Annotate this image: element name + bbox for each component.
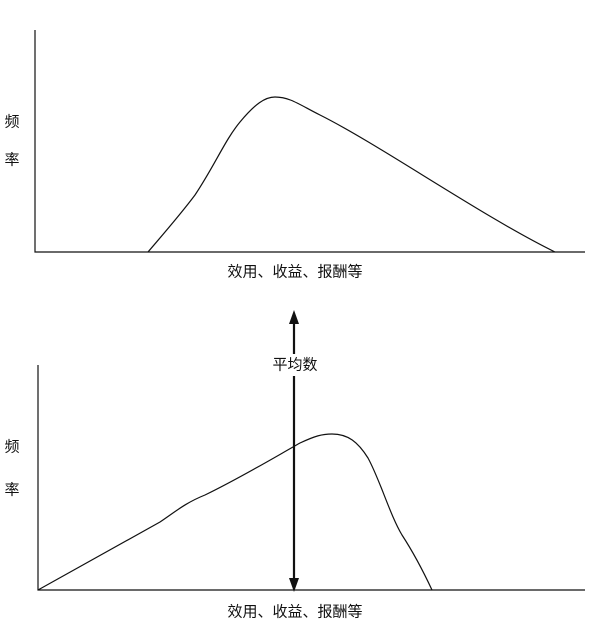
mean-label: 平均数 [272, 356, 317, 374]
top-y-label: 频 [4, 113, 19, 131]
arrow-head [289, 310, 299, 324]
top-curve [147, 96, 556, 253]
arrow-head [289, 578, 299, 592]
top-y-label: 率 [4, 151, 19, 169]
bottom-axes [37, 365, 585, 591]
bottom-y-label: 率 [4, 481, 19, 499]
bottom-curve [37, 433, 433, 591]
bottom-x-label: 效用、收益、报酬等 [227, 603, 362, 621]
bottom-y-label: 频 [4, 438, 19, 456]
top-axes [34, 30, 585, 253]
top-x-label: 效用、收益、报酬等 [227, 263, 362, 281]
label-background [268, 354, 322, 376]
